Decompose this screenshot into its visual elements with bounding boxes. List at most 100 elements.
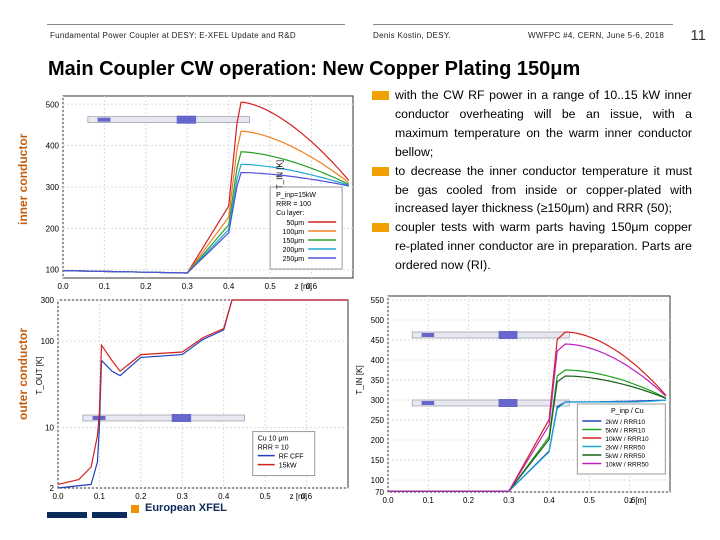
header-rule-right [373,24,673,25]
y-tick-label: 400 [46,142,60,151]
y-tick-label: 100 [41,337,55,346]
header-conference: WWFPC #4, CERN, June 5-6, 2018 [528,31,665,40]
legend-label: RF CFF [279,454,304,461]
series-line [388,331,667,492]
inner-conductor-chart: 0.0 0.1 0.2 0.3 0.4 0.5 0.6 100 200 300 400 500 P_in… [46,95,354,291]
series-line [388,399,667,492]
series-line [388,343,667,492]
y-tick-label: 400 [371,356,385,365]
y-tick-label: 500 [371,316,385,325]
bullet-item: coupler tests with warm parts having 150… [372,218,692,275]
series-group [62,101,350,274]
x-axis-label: z [m] [295,282,312,291]
outer-conductor-chart: 0.0 0.1 0.2 0.3 0.4 0.5 0.6 2 10 100 300 Cu 10 μm RR… [35,296,349,501]
legend-box [269,186,343,270]
legend-box [576,403,666,475]
x-axis-label: z [m] [629,496,646,505]
bullet-item: to decrease the inner conductor temperat… [372,162,692,219]
x-tick-label: 0.0 [52,492,64,501]
x-tick-label: 0.4 [223,282,235,291]
y-tick-label: 450 [371,336,385,345]
series-group [388,331,667,492]
legend-label: 5kW / RRR50 [605,453,645,460]
slide-title: Main Coupler CW operation: New Copper Pl… [48,58,581,80]
series-line [62,171,350,274]
y-tick-label: 350 [371,376,385,385]
legend-label: 50μm [286,220,304,227]
bellow-icon [171,413,192,422]
series-line [62,151,350,274]
footer-logo-text: European XFEL [145,502,227,514]
legend: Cu 10 μm RRR = 10 RF CFF 15kW [252,431,316,477]
x-tick-label: 0.2 [135,492,147,501]
page-number: 11 [690,27,706,44]
legend-heading: RRR = 10 [258,445,289,452]
bullet-text: to decrease the inner conductor temperat… [395,163,692,216]
series-line [388,369,667,492]
bellow-icon [498,399,518,407]
series-line [57,299,348,485]
x-tick-label: 0.3 [182,282,194,291]
legend-heading: P_inp / Cu [611,408,644,415]
y-tick-label: 200 [46,224,60,233]
y-tick-label: 300 [41,296,55,305]
legend-box [252,431,316,477]
x-tick-label: 0.1 [94,492,106,501]
y-tick-label: 10 [45,424,54,433]
legend-label: 10kW / RRR50 [605,462,649,469]
bullet-marker-icon [372,166,389,176]
bullet-item: with the CW RF power in a range of 10..1… [372,86,692,162]
x-tick-label: 0.6 [624,496,636,505]
x-tick-label: 0.3 [503,496,515,505]
legend-label: 150μm [283,238,305,245]
x-tick-label: 0.5 [265,282,277,291]
y-axis-label: T_OUT [K] [35,357,44,395]
y-tick-label: 250 [371,416,385,425]
header-rule-left [47,24,345,25]
y-tick-label: 100 [371,476,385,485]
series-line [57,299,348,489]
bullet-text: with the CW RF power in a range of 10..1… [395,88,692,159]
bellow-icon [421,333,435,337]
legend: P_inp=15kW RRR = 100 Cu layer: 50μm 100μm 150… [269,186,343,270]
x-tick-label: 0.4 [218,492,230,501]
legend-label: 2kW / RRR10 [605,419,645,426]
y-axis-label: T_IN [K] [355,365,364,394]
bullet-text: coupler tests with warm parts having 150… [395,220,692,273]
series-line [388,375,667,492]
outer-conductor-label: outer conductor [16,328,30,420]
y-tick-label: 300 [371,396,385,405]
series-group [57,299,348,489]
inner-conductor-label: inner conductor [16,133,30,225]
coupler-geometry-icon [411,399,570,407]
coupler-geometry-icon [87,116,250,123]
y-tick-label: 200 [371,436,385,445]
legend-heading: Cu 10 μm [258,436,289,443]
y-tick-label: 2 [50,484,55,493]
y-tick-label: 100 [46,266,60,275]
legend-label: 200μm [283,247,305,254]
y-tick-label: 500 [46,100,60,109]
x-tick-label: 0.3 [177,492,189,501]
footer-bar-segment [92,512,127,518]
header-talk-title: Fundamental Power Coupler at DESY: E-XFE… [50,31,296,40]
y-tick-label: 150 [371,456,385,465]
bullet-marker-icon [372,223,389,233]
x-tick-label: 0.5 [584,496,596,505]
inner-rrr-chart: 0.0 0.1 0.2 0.3 0.4 0.5 0.6 70 100 150 200 250 300 35… [355,295,671,505]
bellow-icon [176,115,197,124]
bullet-marker-icon [372,91,389,100]
legend-heading: RRR = 100 [276,201,311,208]
y-tick-label: 550 [371,296,385,305]
legend-heading: P_inp=15kW [276,192,316,199]
x-tick-label: 0.1 [423,496,435,505]
legend-label: 250μm [283,256,305,263]
x-axis-label: z [m] [290,492,307,501]
header-author: Denis Kostin, DESY. [373,31,452,40]
y-axis-label: T_IN [K] [276,160,285,189]
y-tick-label: 70 [375,488,384,497]
series-line [62,101,350,274]
y-tick-label: 300 [46,183,60,192]
x-tick-label: 0.0 [57,282,69,291]
